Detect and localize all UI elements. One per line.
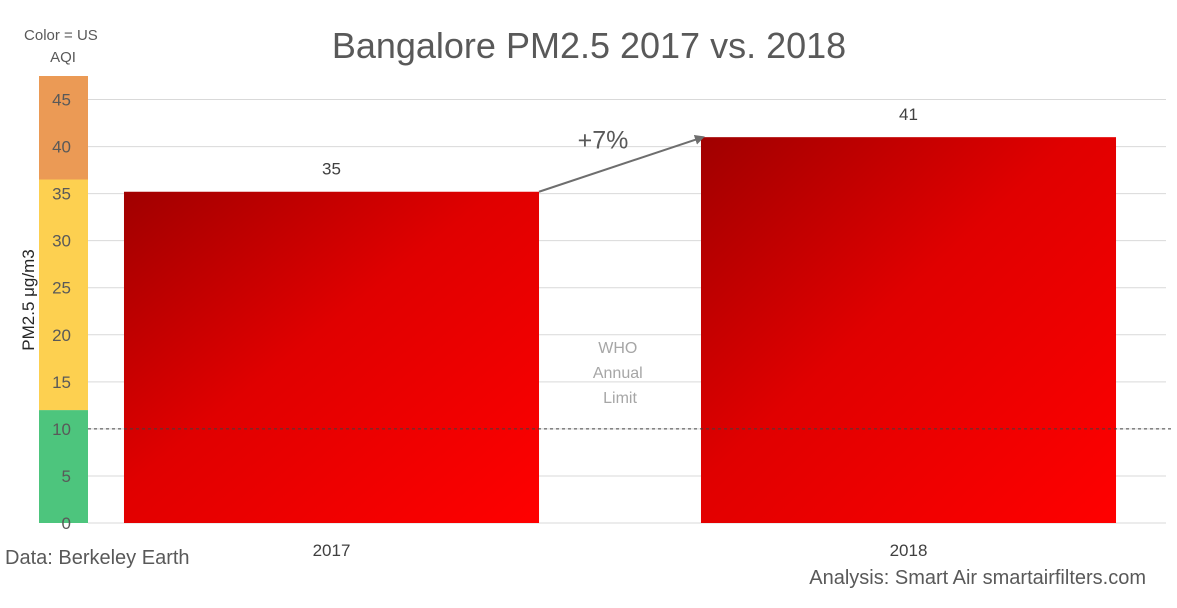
- y-tick-label-2: 10: [52, 420, 71, 439]
- bar-2017: [123, 191, 540, 523]
- y-tick-label-7: 35: [52, 185, 71, 204]
- who-label-line-1: WHO: [598, 340, 637, 357]
- x-tick-labels: 2017 2018: [313, 541, 928, 560]
- aqi-note-line-2: AQI: [50, 49, 76, 66]
- analysis-credit: Analysis: Smart Air smartairfilters.com: [809, 567, 1146, 589]
- aqi-band-0: [39, 410, 88, 523]
- aqi-note: Color = US AQI: [24, 27, 102, 66]
- chart-title: Bangalore PM2.5 2017 vs. 2018: [332, 25, 846, 66]
- aqi-color-bands: [39, 76, 88, 523]
- x-tick-label-0: 2017: [313, 541, 351, 560]
- x-tick-label-1: 2018: [890, 541, 928, 560]
- y-tick-labels: 0 5 10 15 20 25 30 35 40 45: [52, 91, 71, 533]
- aqi-band-2: [39, 76, 88, 180]
- data-label-1: 41: [899, 105, 918, 124]
- y-tick-label-6: 30: [52, 232, 71, 251]
- aqi-note-line-1: Color = US: [24, 27, 98, 44]
- y-tick-label-3: 15: [52, 373, 71, 392]
- who-label-line-3: Limit: [603, 390, 637, 407]
- y-tick-label-4: 20: [52, 326, 71, 345]
- data-source: Data: Berkeley Earth: [5, 547, 190, 569]
- y-axis-label: PM2.5 μg/m3: [19, 249, 38, 350]
- who-label-line-2: Annual: [593, 365, 643, 382]
- change-annotation: +7%: [578, 126, 629, 154]
- y-tick-label-9: 45: [52, 91, 71, 110]
- bar-2018: [700, 137, 1117, 523]
- aqi-band-1: [39, 179, 88, 411]
- data-label-0: 35: [322, 160, 341, 179]
- who-limit-label: WHO Annual Limit: [593, 340, 647, 407]
- bars: [123, 137, 1117, 523]
- data-labels: 35 41: [322, 105, 918, 179]
- y-tick-label-5: 25: [52, 279, 71, 298]
- y-tick-label-1: 5: [62, 467, 71, 486]
- change-arrow: [538, 134, 705, 193]
- y-tick-label-8: 40: [52, 138, 71, 157]
- y-tick-label-0: 0: [62, 514, 71, 533]
